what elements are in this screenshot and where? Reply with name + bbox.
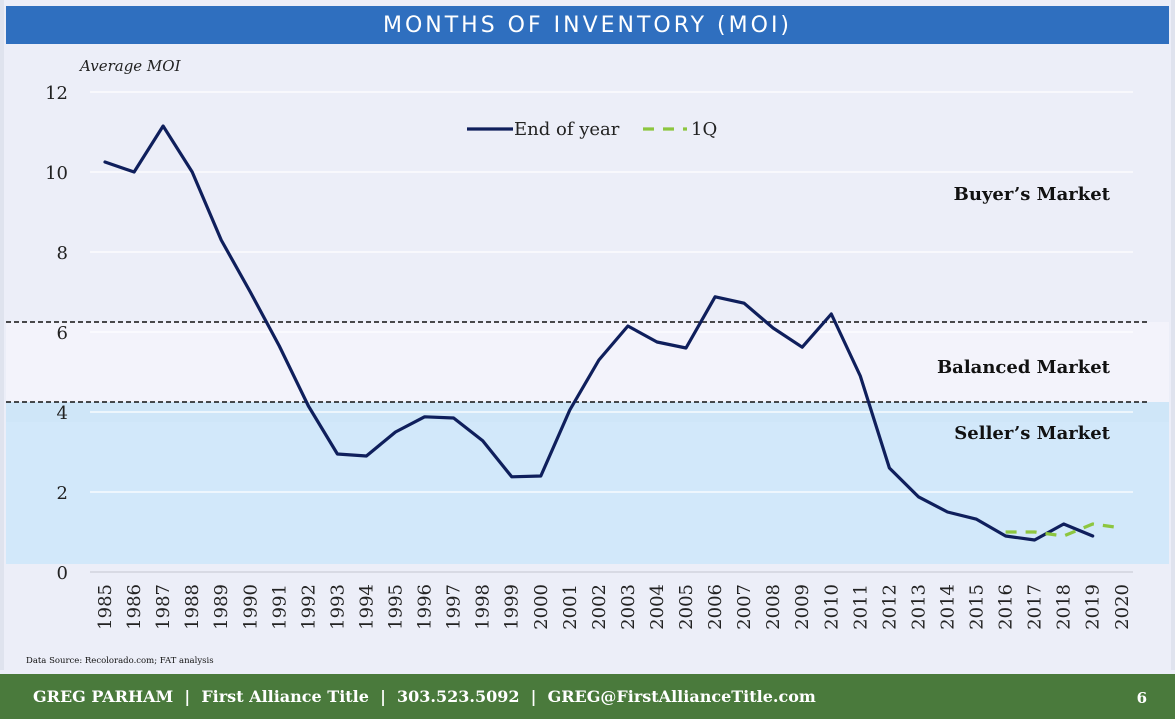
- x-tick-label: 1990: [240, 584, 261, 630]
- data-source-note: Data Source: Recolorado.com; FAT analysi…: [26, 656, 214, 666]
- x-tick-label: 2019: [1083, 584, 1104, 630]
- series-line-end-of-year: [103, 124, 1095, 542]
- x-tick-label: 1998: [473, 584, 494, 630]
- y-tick-label: 0: [57, 563, 68, 584]
- x-tick-label: 1997: [444, 584, 465, 630]
- x-tick-label: 2017: [1025, 584, 1046, 630]
- x-tick-label: 2011: [850, 584, 871, 630]
- x-tick-label: 1996: [415, 584, 436, 630]
- zone-label: Balanced Market: [937, 357, 1111, 378]
- x-tick-label: 1985: [95, 584, 116, 630]
- x-tick-label: 1994: [356, 584, 377, 630]
- x-tick-label: 2018: [1054, 584, 1075, 630]
- zone-label: Seller’s Market: [954, 423, 1110, 444]
- x-tick-label: 2008: [763, 584, 784, 630]
- y-tick-label: 8: [57, 243, 68, 264]
- x-tick-label: 2002: [589, 584, 610, 630]
- x-tick-label: 2010: [821, 584, 842, 630]
- x-tick-label: 2015: [967, 584, 988, 630]
- zone-band-0: [6, 92, 1169, 322]
- x-tick-label: 1991: [269, 584, 290, 630]
- x-tick-label: 2001: [560, 584, 581, 630]
- zone-base-strip: [6, 564, 1169, 572]
- x-tick-label: 1992: [298, 584, 319, 630]
- x-tick-label: 2000: [531, 584, 552, 630]
- y-axis-label: Average MOI: [80, 57, 181, 75]
- x-tick-label: 1988: [182, 584, 203, 630]
- y-tick-label: 12: [45, 83, 68, 104]
- x-tick-label: 2014: [937, 584, 958, 630]
- x-tick-label: 2013: [908, 584, 929, 630]
- x-tick-label: 2005: [676, 584, 697, 630]
- frame-right: [1171, 0, 1175, 670]
- zone-label: Buyer’s Market: [954, 184, 1111, 205]
- page-number: 6: [1136, 689, 1147, 707]
- footer-contact: GREG PARHAM | First Alliance Title | 303…: [33, 687, 816, 706]
- chart-title: MONTHS OF INVENTORY (MOI): [6, 6, 1169, 44]
- x-tick-label: 2007: [734, 584, 755, 630]
- x-tick-label: 1986: [124, 584, 145, 630]
- x-tick-label: 2006: [705, 584, 726, 630]
- x-tick-label: 2003: [618, 584, 639, 630]
- x-tick-label: 2012: [879, 584, 900, 630]
- x-tick-label: 1993: [327, 584, 348, 630]
- moi-chart: 0 2 4 6 8 10 12 1985 1986 1987 1988 1989 1990 1991 199…: [6, 83, 1169, 630]
- x-tick-label: 1989: [211, 584, 232, 630]
- y-tick-label: 4: [57, 403, 68, 424]
- x-tick-label: 2016: [996, 584, 1017, 630]
- legend-label-end-of-year: End of year: [514, 119, 620, 140]
- x-tick-label: 1995: [386, 584, 407, 630]
- x-tick-label: 2004: [647, 584, 668, 630]
- frame-left: [0, 0, 4, 670]
- x-tick-label: 1999: [502, 584, 523, 630]
- footer-bar: GREG PARHAM | First Alliance Title | 303…: [0, 674, 1175, 719]
- x-tick-label: 1987: [153, 584, 174, 630]
- zone-band-1: [6, 322, 1169, 402]
- seller-zone-shade: [6, 422, 1169, 572]
- y-tick-label: 10: [45, 163, 68, 184]
- y-tick-label: 6: [57, 323, 68, 344]
- x-tick-label: 2009: [792, 584, 813, 630]
- legend-label-1q: 1Q: [691, 119, 717, 140]
- y-tick-label: 2: [57, 483, 68, 504]
- x-tick-label: 2020: [1112, 584, 1133, 630]
